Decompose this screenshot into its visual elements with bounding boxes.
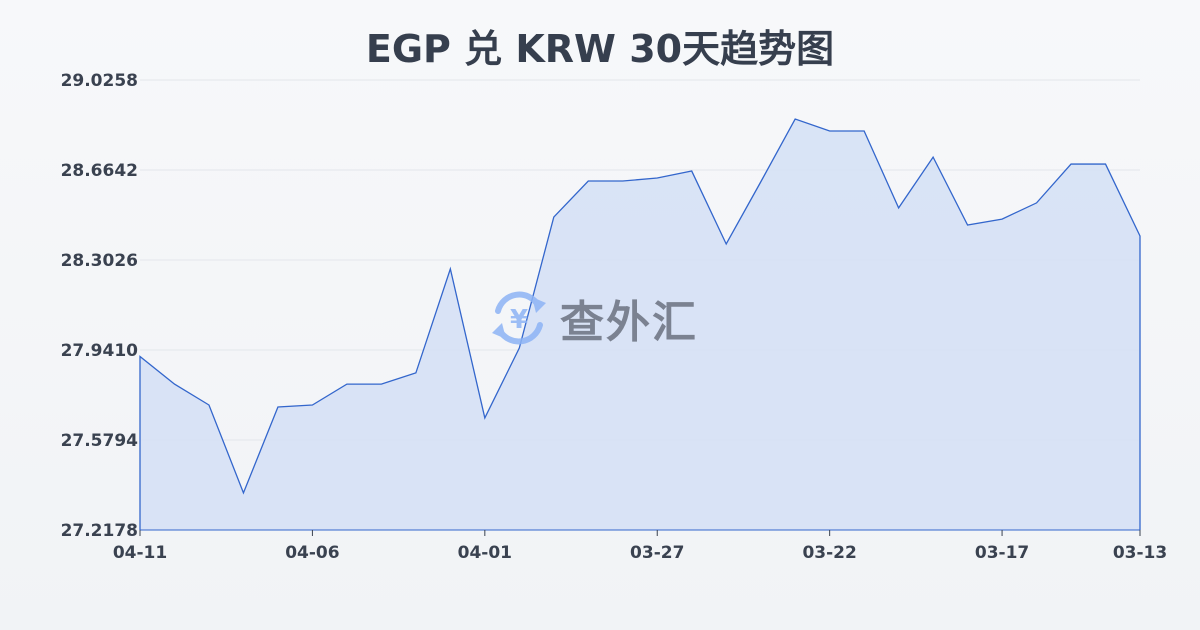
watermark-text: 查外汇 [560, 297, 698, 348]
chart-title: EGP 兑 KRW 30天趋势图 [365, 27, 835, 71]
y-tick-label: 28.3026 [61, 251, 138, 271]
y-tick-label: 27.5794 [61, 431, 139, 451]
y-tick-label: 27.9410 [61, 341, 139, 361]
watermark: ¥ 查外汇 [488, 286, 698, 350]
x-tick-label: 03-13 [1113, 543, 1167, 563]
x-tick-label: 03-17 [975, 543, 1029, 563]
svg-text:¥: ¥ [510, 305, 528, 335]
yen-exchange-icon: ¥ [492, 291, 546, 345]
series-line [139, 118, 1141, 530]
y-tick-label: 28.6642 [61, 161, 138, 181]
x-tick-label: 04-06 [285, 543, 339, 563]
y-tick-label: 29.0258 [61, 71, 138, 91]
x-tick-label: 04-01 [458, 543, 512, 563]
x-tick-label: 03-22 [802, 543, 856, 563]
x-tick-label: 04-11 [113, 543, 167, 563]
area-fill [140, 119, 1140, 530]
y-tick-label: 27.2178 [61, 521, 138, 541]
x-tick-label: 03-27 [630, 543, 684, 563]
